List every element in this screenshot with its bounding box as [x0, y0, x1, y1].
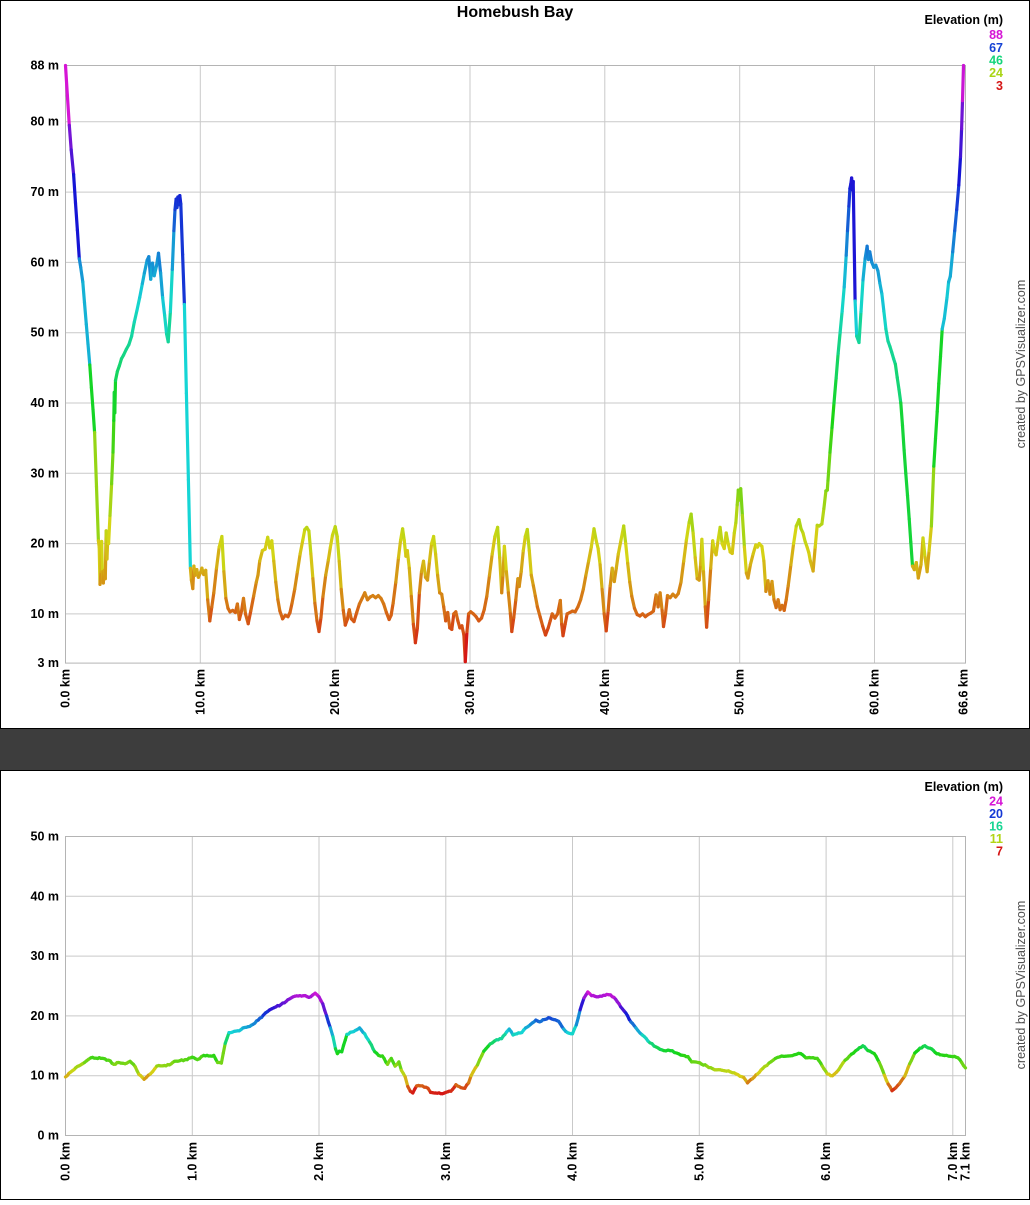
- svg-text:80 m: 80 m: [31, 115, 60, 129]
- svg-text:40 m: 40 m: [31, 396, 60, 410]
- svg-text:30 m: 30 m: [31, 466, 60, 480]
- svg-text:0 m: 0 m: [37, 1129, 59, 1143]
- svg-text:16: 16: [989, 820, 1003, 834]
- svg-text:40 m: 40 m: [31, 889, 60, 903]
- svg-text:24: 24: [989, 66, 1003, 80]
- svg-text:24: 24: [989, 795, 1003, 809]
- svg-text:0.0 km: 0.0 km: [59, 669, 73, 708]
- svg-text:88: 88: [989, 28, 1003, 42]
- svg-text:10 m: 10 m: [31, 607, 60, 621]
- svg-text:7: 7: [996, 845, 1003, 859]
- svg-text:4.0 km: 4.0 km: [566, 1142, 580, 1181]
- svg-text:Elevation (m): Elevation (m): [925, 780, 1004, 794]
- svg-text:created by GPSVisualizer.com: created by GPSVisualizer.com: [1014, 901, 1028, 1070]
- svg-text:30 m: 30 m: [31, 949, 60, 963]
- svg-text:11: 11: [990, 832, 1003, 846]
- svg-text:20 m: 20 m: [31, 1009, 60, 1023]
- svg-text:46: 46: [989, 54, 1003, 68]
- svg-text:3.0 km: 3.0 km: [439, 1142, 453, 1181]
- svg-text:40.0 km: 40.0 km: [598, 669, 612, 715]
- svg-text:67: 67: [989, 41, 1003, 55]
- svg-text:Homebush Bay: Homebush Bay: [457, 4, 574, 21]
- svg-text:50 m: 50 m: [31, 326, 60, 340]
- svg-text:1.0 km: 1.0 km: [185, 1142, 199, 1181]
- svg-text:10 m: 10 m: [31, 1069, 60, 1083]
- svg-text:10.0 km: 10.0 km: [193, 669, 207, 715]
- svg-text:60 m: 60 m: [31, 255, 60, 269]
- svg-text:5.0 km: 5.0 km: [692, 1142, 706, 1181]
- svg-text:6.0 km: 6.0 km: [819, 1142, 833, 1181]
- svg-text:3: 3: [996, 79, 1003, 93]
- svg-text:7.1 km: 7.1 km: [959, 1142, 973, 1181]
- svg-text:50.0 km: 50.0 km: [733, 669, 747, 715]
- svg-text:50 m: 50 m: [31, 830, 60, 844]
- svg-text:7.0 km: 7.0 km: [946, 1142, 960, 1181]
- svg-text:created by GPSVisualizer.com: created by GPSVisualizer.com: [1014, 280, 1028, 449]
- svg-text:30.0 km: 30.0 km: [463, 669, 477, 715]
- svg-text:0.0 km: 0.0 km: [59, 1142, 73, 1181]
- svg-text:20.0 km: 20.0 km: [328, 669, 342, 715]
- svg-text:20 m: 20 m: [31, 537, 60, 551]
- svg-text:3 m: 3 m: [37, 656, 59, 670]
- svg-text:60.0 km: 60.0 km: [868, 669, 882, 715]
- svg-text:66.6 km: 66.6 km: [957, 669, 971, 715]
- svg-text:88 m: 88 m: [31, 59, 60, 73]
- svg-text:Elevation (m): Elevation (m): [925, 13, 1004, 27]
- svg-text:2.0 km: 2.0 km: [312, 1142, 326, 1181]
- svg-text:20: 20: [989, 807, 1003, 821]
- svg-text:70 m: 70 m: [31, 185, 60, 199]
